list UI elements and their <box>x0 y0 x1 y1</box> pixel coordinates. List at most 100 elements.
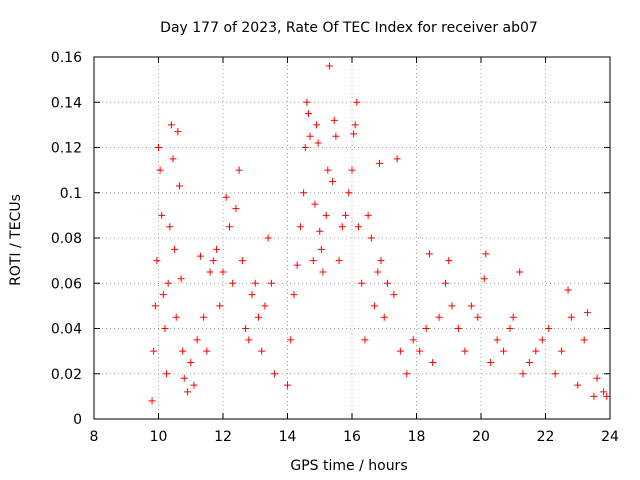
x-axis-label: GPS time / hours <box>290 458 407 474</box>
data-point <box>325 62 333 70</box>
data-point <box>150 347 158 355</box>
data-point <box>213 245 221 253</box>
data-point <box>324 166 332 174</box>
data-point <box>350 130 358 138</box>
data-point <box>293 261 301 269</box>
x-tick-label: 12 <box>214 429 232 445</box>
data-point <box>267 279 275 287</box>
data-point <box>603 392 611 400</box>
data-point <box>287 336 295 344</box>
data-point <box>519 370 527 378</box>
data-point <box>317 245 325 253</box>
data-point <box>590 392 598 400</box>
y-tick-label: 0.02 <box>51 367 82 383</box>
data-point <box>193 336 201 344</box>
data-point <box>156 166 164 174</box>
data-point <box>332 132 340 140</box>
data-point <box>222 193 230 201</box>
data-point <box>159 291 167 299</box>
data-point <box>377 257 385 265</box>
data-point <box>375 159 383 167</box>
data-point <box>311 200 319 208</box>
data-point <box>319 268 327 276</box>
data-point <box>380 313 388 321</box>
y-tick-label: 0 <box>73 412 82 428</box>
y-axis-label: ROTI / TECUs <box>8 194 24 286</box>
data-point <box>525 358 533 366</box>
data-point <box>335 257 343 265</box>
data-point <box>393 155 401 163</box>
data-point <box>167 121 175 129</box>
data-point <box>219 268 227 276</box>
data-point <box>353 98 361 106</box>
data-point <box>313 121 321 129</box>
data-point <box>461 347 469 355</box>
data-point <box>179 347 187 355</box>
data-point <box>390 291 398 299</box>
data-point <box>200 313 208 321</box>
data-point <box>245 336 253 344</box>
data-point <box>564 286 572 294</box>
data-point <box>361 336 369 344</box>
data-point <box>206 268 214 276</box>
data-point <box>187 358 195 366</box>
data-point <box>593 374 601 382</box>
data-point <box>371 302 379 310</box>
data-points <box>148 62 611 405</box>
data-point <box>358 279 366 287</box>
data-point <box>316 227 324 235</box>
data-point <box>329 177 337 185</box>
data-point <box>258 347 266 355</box>
data-point <box>301 144 309 151</box>
data-point <box>303 98 311 106</box>
data-point <box>309 257 317 265</box>
data-point <box>304 110 312 118</box>
data-point <box>342 211 350 219</box>
data-point <box>403 370 411 378</box>
y-tick-label: 0.04 <box>51 322 82 338</box>
data-point <box>532 347 540 355</box>
data-point <box>242 325 250 332</box>
data-point <box>422 325 430 332</box>
data-point <box>264 234 272 242</box>
data-point <box>235 166 243 174</box>
data-point <box>500 347 508 355</box>
y-tick-label: 0.08 <box>51 231 82 247</box>
data-point <box>448 302 456 310</box>
data-point <box>574 381 582 389</box>
data-point <box>196 252 204 260</box>
data-point <box>209 257 217 265</box>
data-point <box>600 388 608 396</box>
y-tick-label: 0.12 <box>51 141 82 157</box>
x-tick-label: 16 <box>343 429 361 445</box>
data-point <box>184 388 192 396</box>
data-point <box>409 336 417 344</box>
data-point <box>580 336 588 344</box>
data-point <box>238 257 246 265</box>
data-point <box>166 223 174 231</box>
x-tick-label: 24 <box>601 429 619 445</box>
data-point <box>148 397 156 405</box>
data-point <box>177 275 185 283</box>
data-point <box>261 302 269 310</box>
grid-lines <box>94 57 610 419</box>
data-point <box>474 313 482 321</box>
data-point <box>153 257 161 265</box>
data-point <box>545 325 553 332</box>
data-point <box>248 291 256 299</box>
data-point <box>454 325 462 332</box>
data-point <box>558 347 566 355</box>
data-point <box>225 223 233 231</box>
x-tick-label: 22 <box>537 429 555 445</box>
y-tick-label: 0.16 <box>51 50 82 66</box>
data-point <box>171 245 179 253</box>
data-point <box>164 279 172 287</box>
data-point <box>538 336 546 344</box>
data-point <box>429 358 437 366</box>
x-tick-label: 10 <box>150 429 168 445</box>
data-point <box>396 347 404 355</box>
y-tick-label: 0.14 <box>51 95 82 111</box>
data-point <box>314 139 322 147</box>
data-point <box>172 313 180 321</box>
data-point <box>338 223 346 231</box>
